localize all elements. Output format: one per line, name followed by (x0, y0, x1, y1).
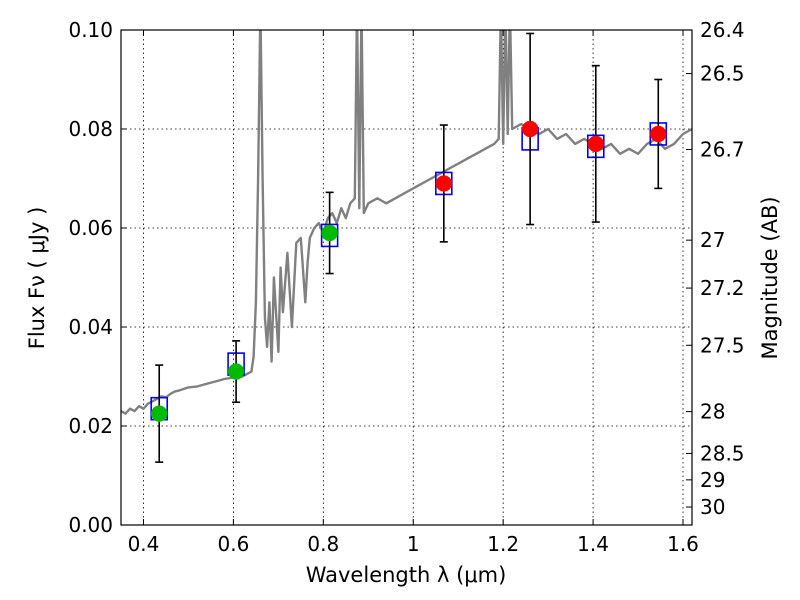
right-tick-label: 27 (700, 228, 725, 252)
y-tick-label: 0.08 (68, 117, 113, 141)
right-tick-label: 29 (700, 468, 725, 492)
data-point (587, 135, 605, 153)
data-point (150, 405, 168, 422)
data-point (435, 175, 453, 192)
right-tick-label: 26.4 (700, 18, 745, 42)
right-axis-label: Magnitude (AB) (758, 196, 782, 359)
right-tick-label: 28.5 (700, 441, 745, 465)
axis-ticks: 0.00 0.02 0.04 0.06 0.08 0.10 0.4 0.6 0.8 1 1.2 1.4… (68, 18, 744, 556)
x-tick-label: 0.8 (307, 532, 339, 556)
right-tick-label: 28 (700, 400, 725, 424)
y-tick-label: 0.10 (68, 18, 113, 42)
marker-layer (150, 32, 668, 463)
x-tick-label: 1.4 (577, 532, 609, 556)
y-tick-label: 0.00 (68, 513, 113, 537)
x-tick-label: 1.6 (667, 532, 699, 556)
y-axis-label: Flux Fν ( μJy ) (25, 207, 49, 350)
right-tick-label: 27.2 (700, 276, 745, 300)
y-tick-label: 0.04 (68, 315, 113, 339)
right-tick-label: 26.7 (700, 138, 745, 162)
data-point (521, 120, 539, 138)
x-axis-label: Wavelength λ (μm) (306, 563, 507, 587)
x-tick-label: 1 (407, 532, 420, 556)
data-point (321, 224, 338, 242)
y-tick-label: 0.06 (68, 216, 113, 240)
plot-frame (120, 29, 693, 526)
model-spectrum-line (121, 30, 692, 415)
data-point (227, 363, 245, 380)
grid-lines (121, 30, 692, 525)
data-point (650, 125, 667, 143)
right-tick-label: 26.5 (700, 62, 745, 86)
x-tick-label: 1.2 (487, 532, 519, 556)
x-tick-label: 0.6 (217, 532, 249, 556)
spectrum-layer (121, 30, 692, 415)
x-tick-label: 0.4 (128, 532, 160, 556)
y-tick-label: 0.02 (68, 414, 113, 438)
right-tick-label: 27.5 (700, 333, 745, 357)
right-tick-label: 30 (700, 495, 725, 519)
